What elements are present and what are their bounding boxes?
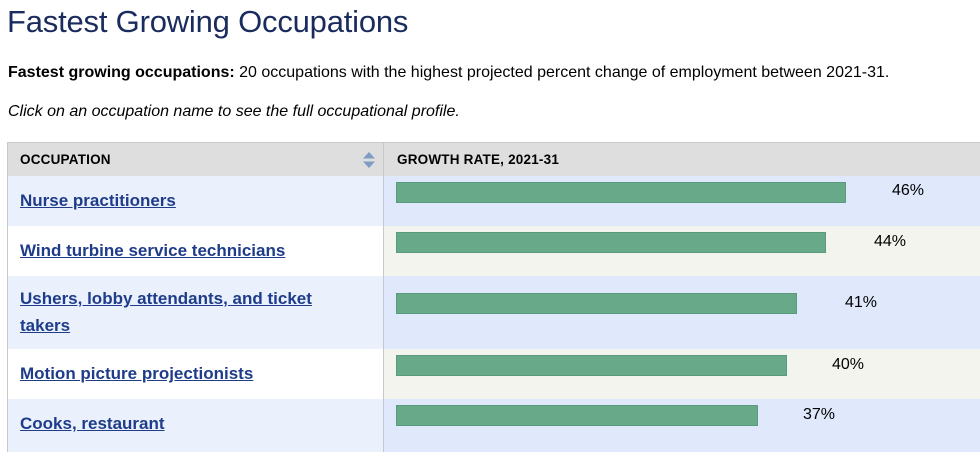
table-header: OCCUPATION GROWTH RATE, 2021-31	[8, 143, 980, 176]
growth-rate-cell: 44%	[384, 226, 980, 276]
sort-up-down-icon[interactable]	[362, 151, 376, 169]
occupation-cell: Cooks, restaurant	[8, 399, 383, 452]
intro-text: Fastest growing occupations: 20 occupati…	[8, 63, 889, 83]
occupation-link[interactable]: Wind turbine service technicians	[20, 241, 286, 260]
occupation-cell: Nurse practitioners	[8, 176, 383, 226]
table-row: Motion picture projectionists 40%	[8, 349, 980, 399]
growth-bar	[396, 293, 797, 314]
column-header-occupation[interactable]: OCCUPATION	[20, 152, 111, 167]
occupation-link[interactable]: Cooks, restaurant	[20, 414, 165, 433]
growth-bar	[396, 232, 826, 253]
table-row: Wind turbine service technicians 44%	[8, 226, 980, 276]
column-divider	[383, 143, 384, 452]
occupation-cell: Ushers, lobby attendants, and ticket tak…	[8, 276, 383, 349]
growth-percent-label: 44%	[874, 233, 907, 250]
table-row: Cooks, restaurant 37%	[8, 399, 980, 452]
occupation-cell: Motion picture projectionists	[8, 349, 383, 399]
growth-bar	[396, 182, 846, 203]
growth-rate-cell: 41%	[384, 276, 980, 349]
growth-rate-cell: 37%	[384, 399, 980, 452]
occupation-link[interactable]: Motion picture projectionists	[20, 364, 254, 383]
growth-rate-cell: 40%	[384, 349, 980, 399]
growth-rate-cell: 46%	[384, 176, 980, 226]
table-row: Nurse practitioners 46%	[8, 176, 980, 226]
table-row: Ushers, lobby attendants, and ticket tak…	[8, 276, 980, 349]
growth-bar	[396, 355, 787, 376]
page-title: Fastest Growing Occupations	[7, 4, 409, 39]
growth-percent-label: 46%	[892, 182, 925, 199]
growth-bar	[396, 405, 758, 426]
intro-bold-label: Fastest growing occupations:	[8, 64, 235, 81]
growth-percent-label: 41%	[845, 294, 878, 311]
occupation-link[interactable]: Ushers, lobby attendants, and ticket tak…	[20, 289, 312, 335]
growth-percent-label: 40%	[832, 356, 865, 373]
column-header-growth-rate: GROWTH RATE, 2021-31	[397, 152, 560, 167]
occupation-link[interactable]: Nurse practitioners	[20, 191, 176, 210]
intro-description: 20 occupations with the highest projecte…	[234, 64, 890, 81]
occupation-cell: Wind turbine service technicians	[8, 226, 383, 276]
growth-percent-label: 37%	[803, 406, 836, 423]
occupations-table: OCCUPATION GROWTH RATE, 2021-31 Nurse pr…	[7, 142, 980, 452]
hint-text: Click on an occupation name to see the f…	[8, 103, 460, 120]
